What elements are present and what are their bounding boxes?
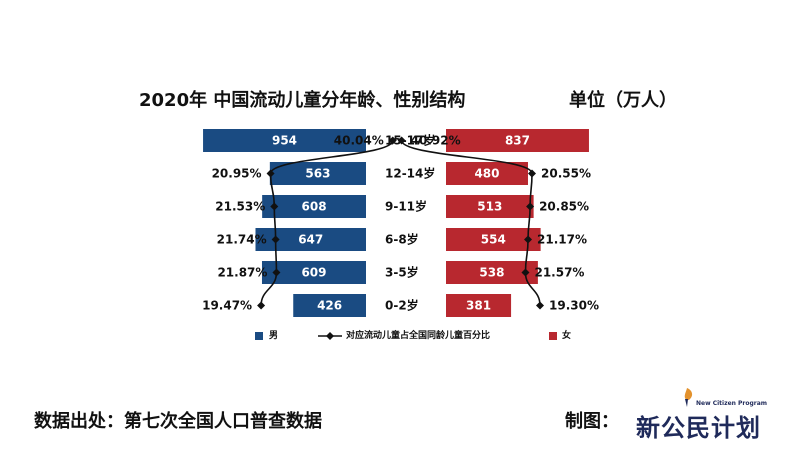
logo-subtext: New Citizen Program: [696, 400, 768, 407]
male-value-label-5: 426: [317, 299, 342, 313]
male-bar-5: [293, 294, 366, 317]
female-value-label-1: 480: [474, 167, 499, 181]
female-value-label-4: 538: [479, 266, 504, 280]
male-bar-1: [269, 162, 366, 185]
male-value-label-1: 563: [305, 167, 330, 181]
legend-percent-marker: [326, 332, 334, 340]
male-bar-4: [261, 261, 366, 284]
male-percent-label-0: 40.04%: [334, 134, 384, 148]
male-percent-point-5: [257, 301, 266, 310]
age-group-label-2: 9-11岁: [385, 199, 427, 214]
female-value-label-0: 837: [505, 134, 530, 148]
female-percent-point-5: [536, 301, 544, 310]
male-value-label-2: 608: [302, 200, 327, 214]
chart-title: 2020年 中国流动儿童分年龄、性别结构: [139, 90, 466, 111]
female-bar-5: [446, 294, 512, 317]
female-value-label-5: 381: [466, 299, 491, 313]
female-percent-label-1: 20.55%: [541, 167, 591, 181]
female-percent-point-0: [397, 136, 406, 145]
male-percent-point-4: [272, 268, 281, 277]
chart-header: 2020年 中国流动儿童分年龄、性别结构 单位（万人）: [0, 86, 800, 116]
female-bar-4: [446, 261, 538, 284]
male-value-label-0: 954: [272, 134, 297, 148]
male-percent-label-3: 21.74%: [217, 233, 267, 247]
male-percent-label-1: 20.95%: [212, 167, 262, 181]
male-percent-point-3: [271, 235, 280, 244]
male-percent-label-5: 19.47%: [202, 299, 252, 313]
chart-unit-label: 单位（万人）: [569, 90, 677, 111]
male-bar-0: [203, 129, 366, 152]
female-percent-label-0: 40.92%: [411, 134, 461, 148]
age-group-label-4: 3-5岁: [385, 265, 419, 280]
female-percent-label-3: 21.17%: [537, 233, 587, 247]
female-percent-point-1: [528, 169, 536, 178]
female-bar-1: [446, 162, 528, 185]
made-by-label: 制图：: [565, 411, 619, 432]
male-value-label-4: 609: [301, 266, 326, 280]
male-bar-3: [255, 228, 366, 251]
age-group-label-0: 15-17岁: [385, 133, 435, 148]
male-percent-point-0: [388, 136, 397, 145]
legend-male-label: 男: [269, 330, 278, 341]
female-percent-point-4: [521, 268, 530, 277]
female-percent-point-2: [526, 202, 535, 211]
female-bar-2: [446, 195, 534, 218]
new-citizen-program-logo: New Citizen Program 新公民计划: [636, 380, 776, 442]
data-source-note: 数据出处：第七次全国人口普查数据: [34, 411, 322, 432]
male-bar-2: [262, 195, 366, 218]
legend-percent-label: 对应流动儿童占全国同龄儿童百分比: [346, 329, 490, 341]
age-group-label-1: 12-14岁: [385, 166, 435, 181]
male-percent-label-2: 21.53%: [215, 200, 265, 214]
female-bar-0: [446, 129, 589, 152]
male-percent-point-2: [270, 202, 279, 211]
female-bar-3: [446, 228, 541, 251]
logo-text: 新公民计划: [636, 413, 761, 442]
legend-female-swatch: [549, 332, 557, 340]
female-percent-label-4: 21.57%: [534, 266, 584, 280]
female-percent-label-2: 20.85%: [539, 200, 589, 214]
female-value-label-2: 513: [477, 200, 502, 214]
age-group-label-3: 6-8岁: [385, 232, 419, 247]
logo-torch-icon: [684, 388, 693, 407]
legend-male-swatch: [255, 332, 263, 340]
male-value-label-3: 647: [298, 233, 323, 247]
legend-female-label: 女: [562, 329, 571, 341]
male-percent-label-4: 21.87%: [217, 266, 267, 280]
age-group-label-5: 0-2岁: [385, 298, 419, 313]
female-value-label-3: 554: [481, 233, 506, 247]
male-percent-point-1: [266, 169, 275, 178]
female-percent-label-5: 19.30%: [549, 299, 599, 313]
female-percent-point-3: [524, 235, 533, 244]
